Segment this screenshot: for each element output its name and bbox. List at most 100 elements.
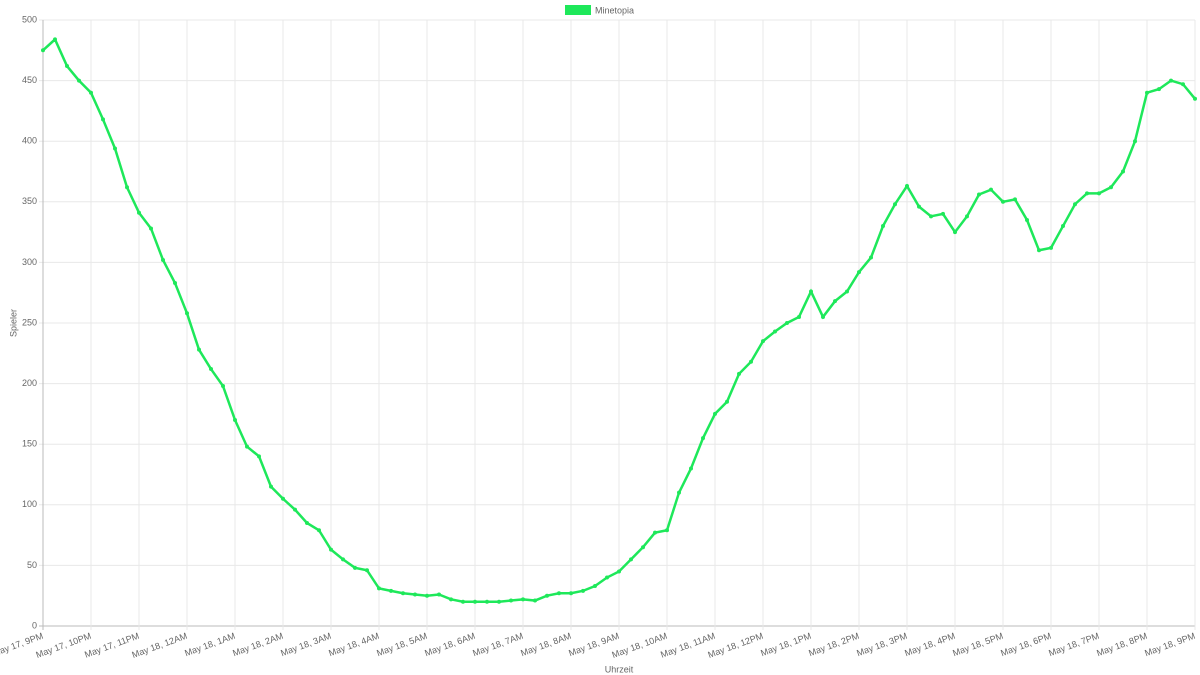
data-point: [725, 399, 729, 404]
data-point: [905, 184, 909, 189]
data-point: [869, 255, 873, 260]
data-point: [221, 384, 225, 389]
data-point: [257, 454, 261, 459]
x-tick-label: May 18, 4PM: [903, 631, 956, 659]
data-point: [929, 214, 933, 219]
data-point: [425, 593, 429, 598]
data-point: [581, 588, 585, 593]
data-point: [341, 557, 345, 562]
data-point: [797, 314, 801, 319]
x-tick-label: May 18, 8PM: [1095, 631, 1148, 659]
data-point: [161, 257, 165, 262]
data-point: [941, 211, 945, 216]
y-tick-label: 0: [32, 620, 37, 630]
y-tick-label: 500: [22, 14, 37, 24]
data-point: [773, 329, 777, 334]
data-point: [149, 226, 153, 231]
data-point: [401, 591, 405, 596]
x-tick-label: May 18, 5AM: [375, 631, 428, 659]
data-point: [1025, 217, 1029, 222]
y-tick-label: 50: [27, 560, 37, 570]
data-point: [233, 417, 237, 422]
data-point: [1157, 87, 1161, 92]
x-tick-label: May 18, 6PM: [999, 631, 1052, 659]
data-point: [605, 575, 609, 580]
data-point: [497, 599, 501, 604]
x-tick-label: May 18, 8AM: [519, 631, 572, 659]
data-point: [989, 187, 993, 192]
x-tick-label: May 18, 2AM: [231, 631, 284, 659]
data-point: [1133, 139, 1137, 144]
data-point: [557, 591, 561, 596]
data-point: [509, 598, 513, 603]
data-point: [521, 597, 525, 602]
y-tick-label: 350: [22, 196, 37, 206]
data-point: [353, 565, 357, 570]
data-point: [1181, 82, 1185, 87]
data-point: [1145, 90, 1149, 95]
y-tick-label: 150: [22, 439, 37, 449]
data-point: [473, 599, 477, 604]
x-tick-label: May 18, 5PM: [951, 631, 1004, 659]
x-tick-label: May 18, 9PM: [1143, 631, 1196, 659]
data-point: [389, 588, 393, 593]
data-point: [593, 584, 597, 589]
data-point: [629, 557, 633, 562]
data-point: [821, 314, 825, 319]
x-tick-label: May 18, 10AM: [611, 631, 669, 660]
data-point: [737, 371, 741, 376]
data-point: [329, 547, 333, 552]
data-point: [269, 484, 273, 489]
data-point: [701, 436, 705, 441]
data-point: [665, 528, 669, 533]
data-point: [413, 592, 417, 597]
data-point: [113, 146, 117, 151]
data-point: [809, 289, 813, 294]
data-point: [65, 64, 69, 69]
data-point: [1049, 245, 1053, 250]
x-tick-label: May 18, 4AM: [327, 631, 380, 659]
data-point: [101, 117, 105, 122]
data-point: [617, 569, 621, 574]
data-point: [1001, 199, 1005, 204]
data-point: [173, 281, 177, 286]
data-point: [125, 185, 129, 190]
x-axis-title: Uhrzeit: [605, 664, 634, 674]
data-point: [833, 299, 837, 304]
data-point: [857, 270, 861, 275]
x-tick-label: May 18, 6AM: [423, 631, 476, 659]
data-point: [1109, 185, 1113, 190]
data-point: [89, 90, 93, 95]
data-point: [1073, 202, 1077, 207]
x-tick-label: May 17, 10PM: [35, 631, 93, 660]
data-point: [449, 597, 453, 602]
data-point: [317, 528, 321, 533]
data-point: [1169, 78, 1173, 83]
x-tick-label: May 18, 12AM: [131, 631, 189, 660]
data-point: [1193, 96, 1197, 101]
data-point: [53, 37, 57, 42]
data-point: [137, 210, 141, 215]
data-point: [713, 411, 717, 416]
y-tick-label: 100: [22, 499, 37, 509]
data-point: [677, 490, 681, 495]
y-tick-label: 300: [22, 257, 37, 267]
data-point: [77, 78, 81, 83]
data-point: [545, 593, 549, 598]
data-point: [245, 444, 249, 449]
x-tick-label: May 18, 7PM: [1047, 631, 1100, 659]
y-tick-label: 450: [22, 75, 37, 85]
data-point: [749, 359, 753, 364]
x-tick-label: May 18, 3PM: [855, 631, 908, 659]
data-point: [953, 230, 957, 235]
data-point: [281, 496, 285, 501]
data-point: [461, 599, 465, 604]
data-point: [917, 204, 921, 209]
y-tick-label: 250: [22, 317, 37, 327]
data-point: [893, 202, 897, 207]
y-tick-label: 400: [22, 136, 37, 146]
data-point: [377, 586, 381, 591]
data-point: [689, 466, 693, 471]
x-tick-label: May 18, 1AM: [183, 631, 236, 659]
